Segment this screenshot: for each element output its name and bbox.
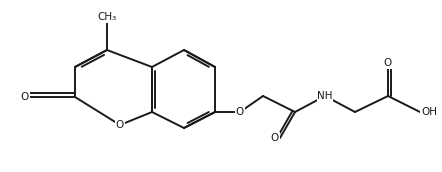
Text: CH₃: CH₃ [97,12,117,22]
Text: O: O [271,133,279,143]
Text: NH: NH [317,91,333,101]
Text: O: O [384,58,392,68]
Text: OH: OH [421,107,437,117]
Text: O: O [236,107,244,117]
Text: O: O [21,92,29,102]
Text: O: O [116,120,124,130]
